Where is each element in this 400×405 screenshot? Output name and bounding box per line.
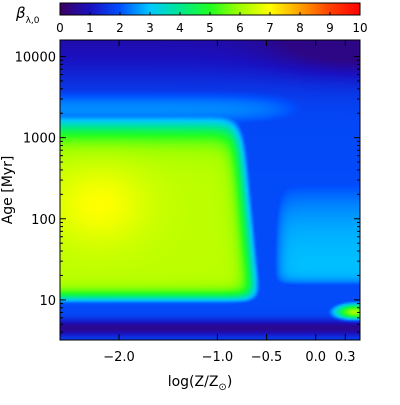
x-axis-title: log(Z/Z⊙) [168, 374, 233, 393]
colorbar-tick-label: 2 [116, 21, 124, 35]
x-tick-label: 0.0 [305, 350, 326, 365]
x-tick-label: −1.0 [202, 350, 234, 365]
colorbar-ticks: 0 1 2 3 4 5 6 7 8 9 10 [56, 12, 368, 35]
colorbar-tick-label: 0 [56, 21, 64, 35]
y-tick-label: 10000 [15, 51, 56, 66]
y-tick-label: 1000 [23, 132, 56, 147]
x-tick-label: −0.5 [251, 350, 283, 365]
x-tick-label: 0.3 [335, 350, 356, 365]
heatmap-image [60, 40, 360, 340]
colorbar-tick-label: 9 [326, 21, 334, 35]
colorbar-tick-label: 3 [146, 21, 154, 35]
x-axis-title-subscript: ⊙ [218, 382, 226, 393]
x-axis: −2.0 −1.0 −0.5 0.0 0.3 [103, 40, 356, 365]
colorbar-tick-label: 4 [176, 21, 184, 35]
x-axis-title-main: log(Z/Z [168, 374, 219, 390]
heatmap-layer [60, 40, 360, 340]
colorbar-tick-label: 7 [266, 21, 274, 35]
colorbar: βλ,0 0 1 2 3 4 5 6 7 8 9 10 [15, 2, 368, 35]
y-tick-label: 100 [31, 213, 56, 228]
y-axis-title: Age [Myr] [0, 156, 16, 225]
colorbar-label-symbol: β [15, 4, 26, 22]
colorbar-label-subscript: λ,0 [26, 16, 40, 26]
colorbar-label: βλ,0 [15, 4, 40, 26]
plot-frame [59, 39, 361, 341]
colorbar-tick-label: 8 [296, 21, 304, 35]
y-axis: 10 100 1000 10000 [15, 51, 360, 333]
y-tick-label: 10 [39, 294, 56, 309]
x-tick-label: −2.0 [103, 350, 135, 365]
colorbar-tick-label: 10 [352, 21, 367, 35]
x-axis-title-close: ) [227, 374, 232, 390]
colorbar-tick-label: 5 [206, 21, 214, 35]
colorbar-tick-label: 1 [86, 21, 94, 35]
colorbar-tick-label: 6 [236, 21, 244, 35]
